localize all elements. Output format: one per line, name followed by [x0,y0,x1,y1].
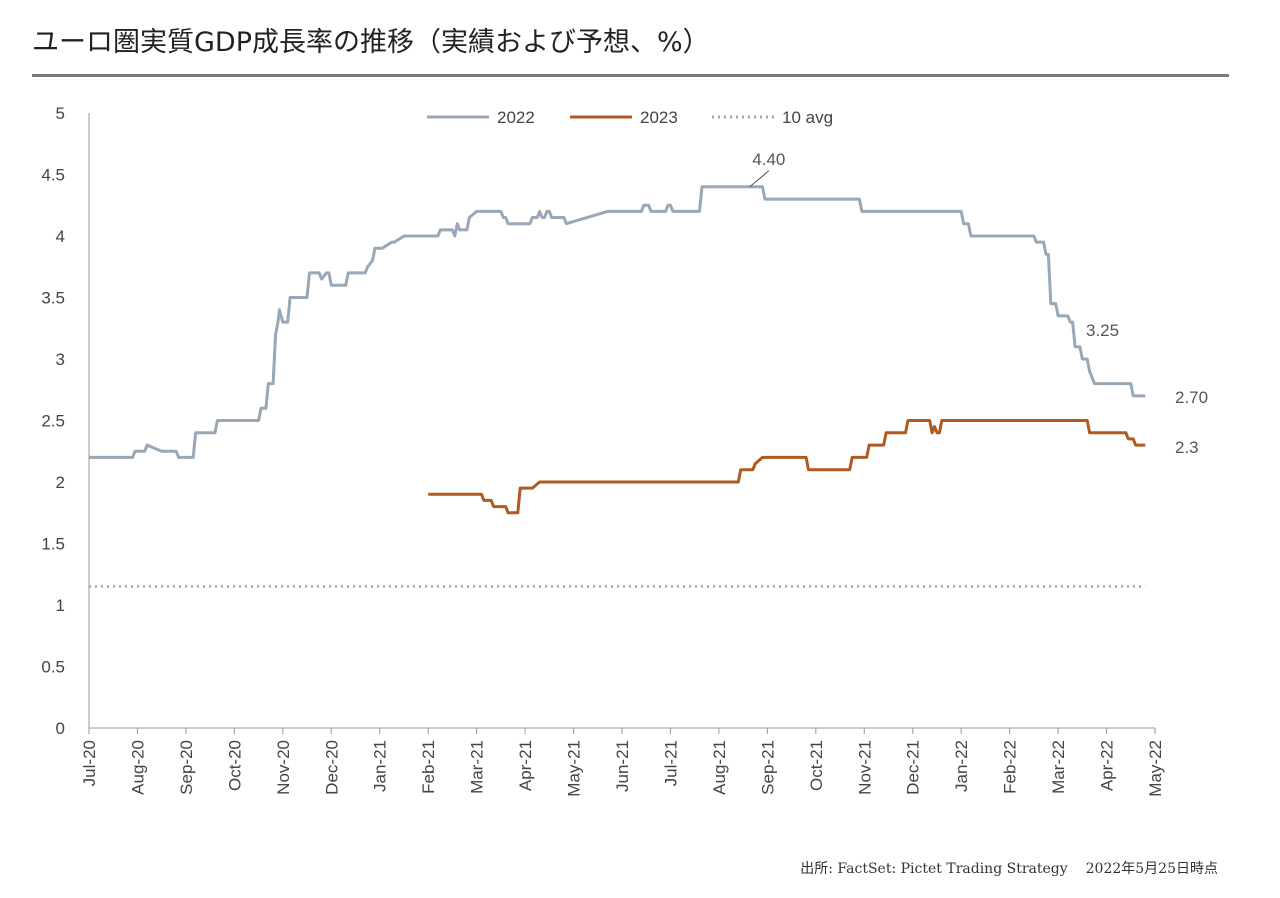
title-rule [32,74,1229,77]
annotation-peak-label: 4.40 [752,150,785,169]
x-tick-label: Dec-21 [904,740,923,795]
series-2022-line [89,185,1146,459]
y-tick-label: 0 [56,719,65,738]
x-tick-label: Feb-21 [419,740,438,794]
x-tick-label: Nov-21 [855,740,874,795]
x-tick-label: Feb-22 [1001,740,1020,794]
x-tick-label: Jul-21 [661,740,680,786]
x-tick-label: Oct-20 [225,740,244,791]
y-tick-label: 2.5 [41,412,65,431]
x-tick-label: Mar-22 [1049,740,1068,794]
chart-title: ユーロ圏実質GDP成長率の推移（実績および予想、%） [32,27,710,58]
x-tick-label: Jan-21 [371,740,390,792]
y-tick-label: 3.5 [41,289,65,308]
legend-label: 10 avg [782,108,833,127]
y-tick-label: 1.5 [41,535,65,554]
x-tick-label: Mar-21 [468,740,487,794]
x-tick-label: Apr-22 [1098,740,1117,791]
y-tick-label: 0.5 [41,658,65,677]
annotation-leader [749,170,770,188]
legend-label: 2023 [640,108,678,127]
source-text: 出所: FactSet: Pictet Trading Strategy [800,861,1068,877]
y-tick-label: 3 [56,350,65,369]
x-tick-label: Aug-20 [128,740,147,795]
x-tick-label: Nov-20 [274,740,293,795]
series-2023-line [428,419,1146,515]
x-tick-label: Sep-20 [177,740,196,795]
annotation-end-2022-label: 2.70 [1175,388,1208,407]
x-tick-label: Oct-21 [807,740,826,791]
x-tick-label: Sep-21 [758,740,777,795]
x-tick-label: Jan-22 [952,740,971,792]
x-tick-label: Jun-21 [613,740,632,792]
x-tick-label: Dec-20 [322,740,341,795]
y-tick-label: 5 [56,104,65,123]
annotation-end-2023-label: 2.3 [1175,438,1199,457]
annotation-label: 3.25 [1086,321,1119,340]
x-tick-label: May-22 [1146,740,1165,797]
as-of-date: 2022年5月25日時点 [1085,861,1218,877]
y-tick-label: 4 [56,227,65,246]
y-tick-label: 4.5 [41,166,65,185]
source-note: 出所: FactSet: Pictet Trading Strategy 2022… [800,858,1218,878]
x-tick-label: Jul-20 [80,740,99,786]
legend-label: 2022 [497,108,535,127]
x-tick-label: Aug-21 [710,740,729,795]
y-tick-label: 1 [56,596,65,615]
x-tick-label: Apr-21 [516,740,535,791]
y-tick-label: 2 [56,473,65,492]
x-tick-label: May-21 [565,740,584,797]
